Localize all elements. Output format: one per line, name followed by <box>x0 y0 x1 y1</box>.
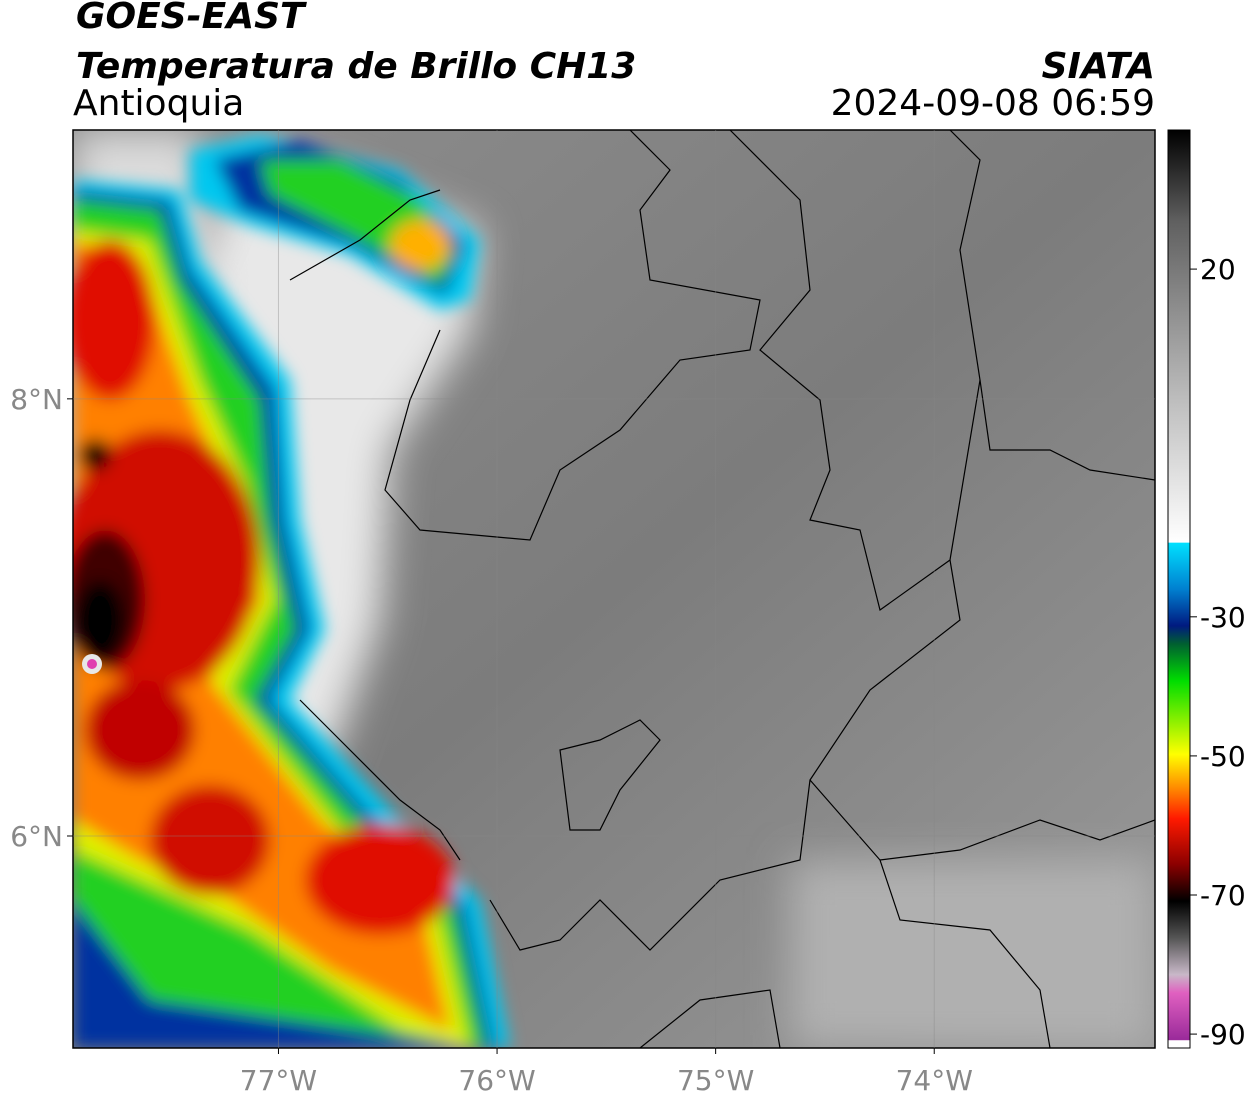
colorbar-tick-label: -30 <box>1200 601 1246 634</box>
satellite-image <box>73 130 1155 1048</box>
subtitle: Temperatura de Brillo CH13 <box>76 46 636 87</box>
region: Antioquia <box>73 83 244 124</box>
colorbar <box>1167 129 1191 1049</box>
colorbar-tick-label: 20 <box>1200 253 1236 286</box>
x-tick-label: 74°W <box>896 1064 973 1097</box>
x-tick-label: 77°W <box>240 1064 317 1097</box>
datetime: 2024-09-08 06:59 <box>831 83 1155 124</box>
colorbar-tick-label: -90 <box>1200 1018 1246 1051</box>
y-tick-label: 8°N <box>10 383 63 416</box>
x-tick-label: 75°W <box>677 1064 754 1097</box>
x-tick-label: 76°W <box>458 1064 535 1097</box>
title: GOES-EAST <box>76 0 307 37</box>
y-tick-label: 6°N <box>10 820 63 853</box>
colorbar-tick-label: -50 <box>1200 740 1246 773</box>
colorbar-tick-label: -70 <box>1200 879 1246 912</box>
source: SIATA <box>1042 46 1155 87</box>
map-frame <box>72 129 1156 1049</box>
